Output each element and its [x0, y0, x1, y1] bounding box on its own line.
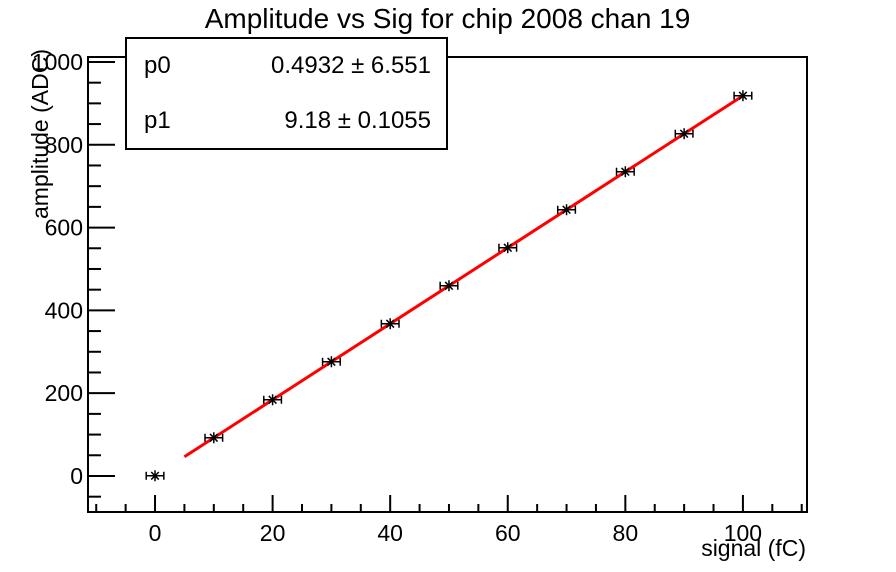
y-tick-label: 1000 [32, 49, 83, 75]
data-marker [562, 205, 571, 215]
data-marker [268, 395, 277, 405]
data-marker [679, 129, 689, 139]
y-tick-label: 0 [70, 463, 83, 489]
x-tick-label: 0 [149, 520, 162, 546]
fit-stats-box: p0 0.4932 ± 6.551 p1 9.18 ± 0.1055 [125, 37, 448, 150]
stats-row-p0: p0 0.4932 ± 6.551 [127, 52, 446, 80]
data-marker [385, 319, 395, 329]
y-tick-label: 800 [45, 132, 83, 158]
x-tick-label: 40 [377, 520, 403, 546]
y-axis-title: amplitude (ADC) [27, 49, 53, 219]
y-tick-label: 400 [45, 297, 83, 323]
stat-name: p1 [144, 106, 171, 134]
data-marker [327, 357, 336, 367]
x-tick-label: 60 [495, 520, 521, 546]
x-axis-title: signal (fC) [701, 535, 806, 561]
x-tick-label: 100 [724, 520, 762, 546]
stat-name: p0 [144, 52, 171, 80]
stat-value: 0.4932 ± 6.551 [271, 52, 431, 80]
data-marker [738, 91, 748, 101]
stats-row-p1: p1 9.18 ± 0.1055 [127, 107, 446, 135]
data-marker [503, 243, 513, 253]
fit-line [183, 94, 744, 459]
y-tick-label: 600 [45, 215, 83, 241]
x-tick-label: 20 [260, 520, 286, 546]
data-marker [150, 471, 160, 481]
data-marker [621, 167, 630, 177]
chart-title: Amplitude vs Sig for chip 2008 chan 19 [204, 3, 691, 34]
x-tick-label: 80 [613, 520, 639, 546]
data-marker [444, 281, 454, 291]
y-tick-label: 200 [45, 380, 83, 406]
data-marker [209, 433, 219, 443]
stat-value: 9.18 ± 0.1055 [284, 106, 431, 134]
